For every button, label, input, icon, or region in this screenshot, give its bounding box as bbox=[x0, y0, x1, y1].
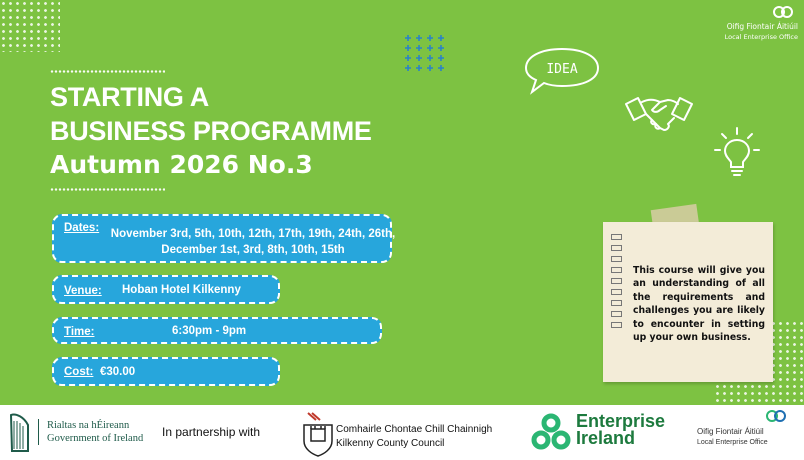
harp-icon bbox=[9, 413, 29, 452]
kcc-crest-icon bbox=[303, 412, 333, 457]
leo-footer-irish: Oifig Fiontair Áitiúil bbox=[697, 427, 764, 436]
programme-title: STARTING A BUSINESS PROGRAMME Autumn 202… bbox=[50, 80, 372, 182]
government-of-ireland-logo: Rialtas na hÉireann Government of Irelan… bbox=[38, 419, 143, 445]
title-line-3: Autumn 2026 No.3 bbox=[50, 150, 313, 179]
note-text: This course will give you an understandi… bbox=[633, 265, 765, 344]
office-name-irish: Oifig Fiontair Áitiúil bbox=[726, 22, 798, 31]
idea-bubble-icon: IDEA bbox=[524, 47, 600, 95]
kcc-name-irish: Comhairle Chontae Chill Chainnigh bbox=[336, 424, 493, 435]
ei-name-line1: Enterprise bbox=[576, 411, 666, 431]
dotted-rule-top bbox=[50, 70, 165, 73]
dot-pattern-top-left bbox=[0, 0, 60, 52]
idea-bubble-text: IDEA bbox=[546, 62, 577, 77]
office-name-english: Local Enterprise Office bbox=[724, 33, 798, 41]
cost-pill: Cost: €30.00 bbox=[52, 357, 280, 386]
poster: Oifig Fiontair Áitiúil Local Enterprise … bbox=[0, 0, 804, 405]
gov-name-irish: Rialtas na hÉireann bbox=[47, 420, 130, 431]
dates-pill: Dates: November 3rd, 5th, 10th, 12th, 17… bbox=[52, 214, 395, 263]
partner-footer: Rialtas na hÉireann Government of Irelan… bbox=[0, 405, 804, 460]
dates-value: November 3rd, 5th, 10th, 12th, 17th, 19t… bbox=[110, 228, 396, 256]
cost-value: €30.00 bbox=[100, 366, 136, 378]
venue-label: Venue: bbox=[64, 285, 102, 297]
leo-footer-logo: Oifig Fiontair Áitiúil Local Enterprise … bbox=[697, 417, 768, 446]
time-label: Time: bbox=[64, 326, 95, 338]
time-pill: Time: 6:30pm - 9pm bbox=[52, 317, 382, 344]
partnership-text: In partnership with bbox=[162, 425, 261, 439]
leo-footer-english: Local Enterprise Office bbox=[697, 439, 768, 446]
enterprise-ireland-logo: Enterprise Ireland bbox=[576, 411, 666, 448]
leo-icon bbox=[773, 6, 793, 18]
venue-value: Hoban Hotel Kilkenny bbox=[122, 284, 241, 296]
leo-footer-icon bbox=[766, 410, 786, 422]
title-line-1: STARTING A bbox=[50, 82, 209, 112]
venue-pill: Venue: Hoban Hotel Kilkenny bbox=[52, 275, 280, 304]
kilkenny-county-council-logo: Comhairle Chontae Chill Chainnigh Kilken… bbox=[336, 423, 492, 451]
info-note: This course will give you an understandi… bbox=[603, 222, 773, 382]
handshake-icon bbox=[625, 97, 693, 131]
enterprise-ireland-icon bbox=[531, 413, 571, 450]
time-value: 6:30pm - 9pm bbox=[172, 325, 247, 337]
dotted-rule-bottom bbox=[50, 188, 165, 191]
kcc-name-english: Kilkenny County Council bbox=[336, 438, 445, 449]
plus-grid-decoration bbox=[405, 35, 444, 71]
cost-label: Cost: bbox=[64, 366, 94, 378]
local-enterprise-office-logo: Oifig Fiontair Áitiúil Local Enterprise … bbox=[700, 4, 798, 41]
title-line-2: BUSINESS PROGRAMME bbox=[50, 116, 372, 146]
gov-name-english: Government of Ireland bbox=[47, 433, 144, 444]
lightbulb-icon bbox=[714, 127, 760, 176]
ei-name-line2: Ireland bbox=[576, 428, 636, 448]
note-binding bbox=[611, 234, 625, 333]
dates-label: Dates: bbox=[64, 222, 100, 234]
